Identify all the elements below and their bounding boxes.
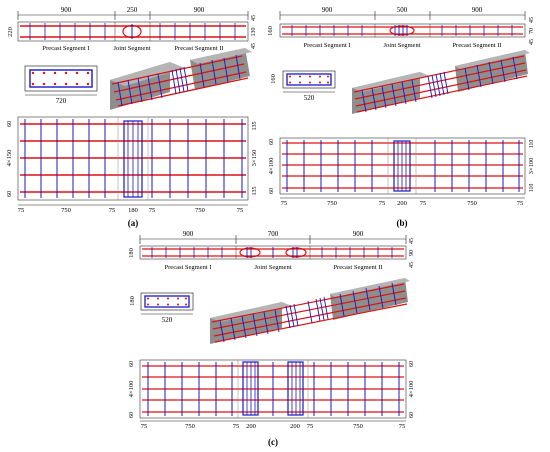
panel-b-label-seg2: Precast Segment II xyxy=(452,42,501,49)
panel-c-cross-section xyxy=(140,292,194,315)
panel-a-caption: (a) xyxy=(128,218,139,228)
panel-c-label-seg1: Precast Segment I xyxy=(165,264,212,271)
panel-b-dim-joint: 500 xyxy=(397,6,408,14)
panel-a-dim-900-left: 900 xyxy=(61,6,72,14)
panel-c-elevation xyxy=(139,245,407,260)
panel-a-bottom-dim-4: 75 xyxy=(149,207,156,214)
panel-a-plan-right-end-top: 135 xyxy=(252,122,258,131)
panel-b-3d-view xyxy=(352,50,530,114)
panel-a: 900 250 900 220 45 130 45 xyxy=(6,6,258,228)
panel-c-caption: (c) xyxy=(268,437,278,447)
panel-a-bottom-dim-5: 750 xyxy=(195,207,205,214)
panel-b-bottom-dim-5: 750 xyxy=(467,200,477,207)
panel-a-elevation xyxy=(17,21,249,42)
panel-a-plan-left-end-bot: 60 xyxy=(7,191,13,197)
panel-b-cross-section xyxy=(282,70,336,93)
panel-c-3d-view xyxy=(210,278,410,344)
panel-c-plan xyxy=(139,359,407,419)
panel-c-bottom-dim-0: 75 xyxy=(141,423,148,430)
panel-a-bottom-dim-6: 75 xyxy=(237,207,244,214)
panel-b-bottom-dim-2: 75 xyxy=(379,200,386,207)
panel-c-bottom-dim-6: 750 xyxy=(353,423,363,430)
panel-b-side-dim-bot: 45 xyxy=(529,39,535,45)
panel-c-bottom-dim-1: 750 xyxy=(185,423,195,430)
panel-c-bottom-dim-4: 200 xyxy=(290,423,300,430)
panel-a-side-dim-mid: 130 xyxy=(251,28,257,37)
panel-b-label-seg1: Precast Segment I xyxy=(304,42,351,49)
panel-b-plan-left-end-top: 60 xyxy=(269,139,275,145)
panel-b-height-dim: 160 xyxy=(267,26,274,36)
panel-b-bottom-dim-6: 75 xyxy=(517,200,524,207)
panel-a-3d-view xyxy=(110,48,252,110)
panel-b-side-dim-mid: 70 xyxy=(529,28,535,34)
panel-b-dim-900-right: 900 xyxy=(472,6,483,14)
panel-a-cross-section xyxy=(24,65,98,96)
panel-a-label-joint: Joint Segment xyxy=(113,45,150,52)
panel-a-height-dim: 220 xyxy=(7,27,14,37)
panel-b-plan-left-dim: 4×100 xyxy=(268,158,275,175)
panel-b-plan-left-end-bot: 60 xyxy=(269,188,275,194)
panel-a-bottom-dim-1: 750 xyxy=(61,207,71,214)
panel-a-plan-left-dim: 4×150 xyxy=(6,150,13,167)
panel-c-bottom-dim-5: 75 xyxy=(307,423,314,430)
panel-c-plan-right-end-bot: 60 xyxy=(409,412,415,418)
panel-a-plan-left-end-top: 60 xyxy=(7,121,13,127)
panel-c-bottom-dim-7: 75 xyxy=(399,423,406,430)
panel-a-section-width: 720 xyxy=(56,97,67,105)
panel-b-bottom-dim-3: 200 xyxy=(397,200,407,207)
panel-c-plan-left-dim: 4×100 xyxy=(128,381,135,398)
panel-b-section-height: 160 xyxy=(270,74,277,84)
panel-c-plan-right-dim: 4×100 xyxy=(408,381,415,398)
panel-b-elevation xyxy=(279,23,526,38)
panel-b-side-dim-top: 45 xyxy=(529,17,535,23)
panel-b-plan-right-end-top: 110 xyxy=(529,140,535,149)
panel-a-plan xyxy=(17,116,249,201)
panel-a-dim-900-right: 900 xyxy=(194,6,205,14)
panel-c-side-dim-bot: 45 xyxy=(409,262,415,268)
panel-a-bottom-dim-3: 180 xyxy=(128,207,138,214)
panel-b: 900 500 900 160 45 xyxy=(267,6,535,228)
panel-b-bottom-dim-1: 750 xyxy=(327,200,337,207)
panel-c-side-dim-top: 45 xyxy=(409,238,415,244)
panel-a-label-seg2: Precast Segment II xyxy=(174,45,223,52)
panel-a-plan-right-end-bot: 135 xyxy=(252,187,258,196)
panel-b-plan-right-end-bot: 110 xyxy=(529,184,535,193)
panel-c-label-joint: Joint Segment xyxy=(254,264,291,271)
panel-b-label-joint: Joint Segment xyxy=(383,42,420,49)
panel-a-bottom-dim-2: 75 xyxy=(109,207,116,214)
panel-c-side-dim-mid: 90 xyxy=(409,250,415,256)
panel-b-plan-right-dim: 3×100 xyxy=(528,158,535,175)
panel-b-section-width: 520 xyxy=(304,94,315,102)
panel-c-dim-900-right: 900 xyxy=(353,230,364,238)
panel-a-dim-joint: 250 xyxy=(127,6,138,14)
panel-b-bottom-dim-0: 75 xyxy=(281,200,288,207)
panel-c-label-seg2: Precast Segment II xyxy=(333,264,382,271)
panel-c-bottom-dim-3: 200 xyxy=(246,423,256,430)
panel-c-plan-right-end-top: 60 xyxy=(409,361,415,367)
panel-a-side-dim-top: 45 xyxy=(251,15,257,21)
panel-a-side-dim-bot: 45 xyxy=(251,43,257,49)
panel-b-dim-900-left: 900 xyxy=(322,6,333,14)
panel-c-dim-joint: 700 xyxy=(268,230,279,238)
panel-a-label-seg1: Precast Segment I xyxy=(43,45,90,52)
panel-b-plan xyxy=(279,137,526,195)
panel-c-plan-left-end-bot: 60 xyxy=(129,412,135,418)
panel-c-bottom-dim-2: 75 xyxy=(233,423,240,430)
panel-b-caption: (b) xyxy=(397,218,408,228)
panel-c: 900 700 900 180 xyxy=(128,230,415,447)
panel-c-dim-900-left: 900 xyxy=(183,230,194,238)
panel-c-section-height: 180 xyxy=(129,296,136,306)
panel-b-bottom-dim-4: 75 xyxy=(420,200,427,207)
panel-a-elevation-dims xyxy=(17,11,249,20)
panel-a-bottom-dim-0: 75 xyxy=(18,207,25,214)
panel-a-plan-right-dim: 3×150 xyxy=(251,150,258,167)
panel-c-plan-left-end-top: 60 xyxy=(129,361,135,367)
panel-c-height-dim: 180 xyxy=(128,248,135,258)
panel-c-section-width: 520 xyxy=(162,316,173,324)
